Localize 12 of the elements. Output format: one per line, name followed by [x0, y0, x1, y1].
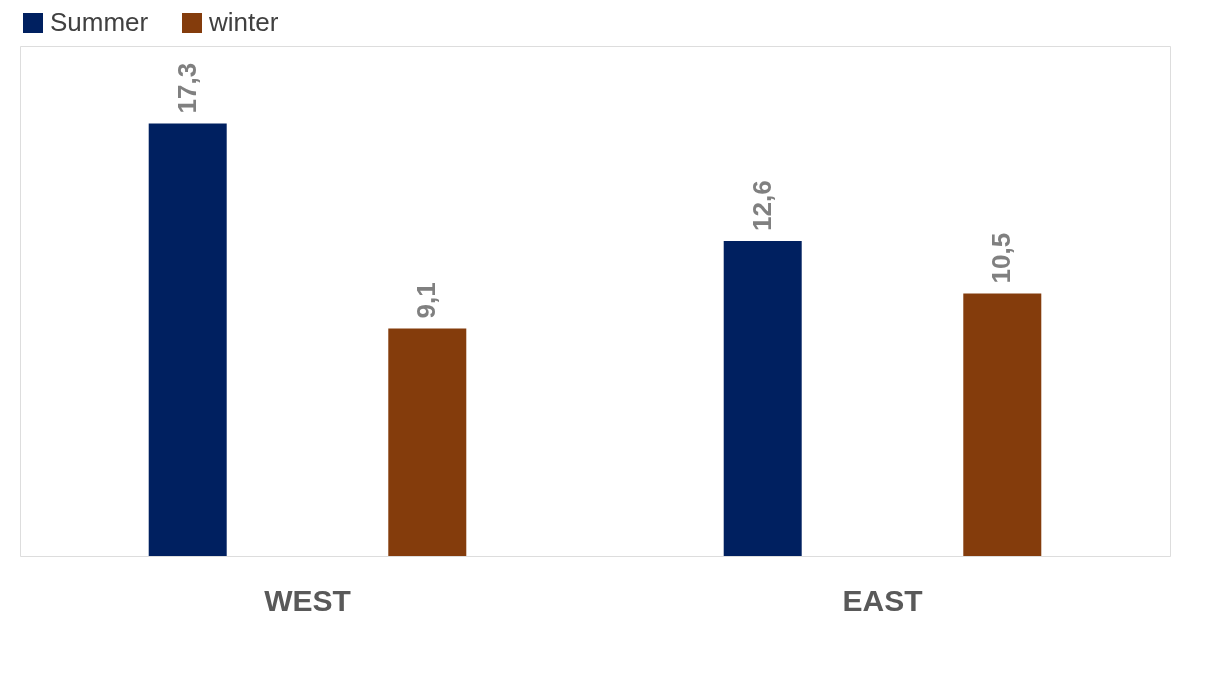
data-label: 12,6: [746, 180, 777, 231]
legend-label: winter: [208, 7, 279, 37]
bar: [148, 123, 227, 556]
bar: [388, 328, 467, 556]
bar: [723, 241, 802, 556]
legend-label: Summer: [50, 7, 149, 37]
data-label: 17,3: [171, 62, 202, 114]
data-label: 10,5: [986, 232, 1017, 284]
data-label: 9,1: [411, 282, 442, 319]
bar: [963, 293, 1042, 556]
x-tick-label: WEST: [264, 583, 351, 617]
x-tick-label: EAST: [842, 583, 923, 617]
